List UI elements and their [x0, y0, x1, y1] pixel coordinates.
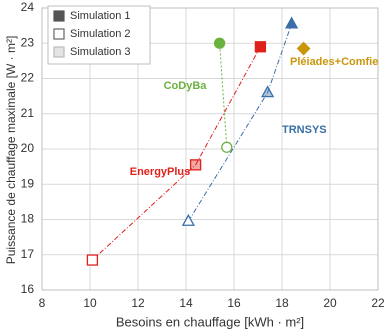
point: [86, 254, 99, 266]
x-axis-label: Besoins en chauffage [kWh · m²]: [116, 314, 304, 329]
y-tick-label: 22: [21, 71, 35, 85]
legend-swatch: [53, 46, 65, 58]
legend-label: Simulation 2: [70, 28, 131, 40]
point: [213, 37, 226, 49]
point: [189, 159, 202, 171]
legend-swatch: [53, 10, 65, 22]
point: [296, 41, 311, 56]
x-tick-label: 20: [323, 296, 337, 310]
y-tick-label: 21: [21, 106, 35, 120]
x-tick-label: 18: [275, 296, 289, 310]
x-tick-label: 14: [179, 296, 193, 310]
point: [254, 41, 267, 53]
legend-swatch: [53, 28, 65, 40]
y-tick-label: 23: [21, 35, 35, 49]
y-tick-label: 19: [21, 176, 35, 190]
x-tick-label: 8: [39, 296, 46, 310]
legend-box: [47, 5, 151, 65]
point: [285, 16, 299, 29]
y-axis-label: Puissance de chauffage maximale [W · m²]: [4, 36, 18, 265]
connector: [195, 46, 261, 166]
series-label: TRNSYS: [282, 124, 327, 136]
y-tick-label: 18: [21, 212, 35, 226]
series-label: EnergyPlus: [130, 166, 191, 178]
connector: [219, 43, 228, 148]
x-tick-label: 16: [227, 296, 241, 310]
connector: [92, 164, 196, 261]
y-tick-label: 24: [21, 0, 35, 14]
plot-frame: [41, 7, 379, 291]
y-tick-label: 20: [21, 141, 35, 155]
x-tick-label: 22: [371, 296, 385, 310]
x-tick-label: 12: [131, 296, 145, 310]
point: [261, 85, 275, 98]
legend-label: Simulation 1: [70, 10, 131, 22]
series-label: Pléiades+Comfie: [290, 56, 378, 68]
y-tick-label: 17: [21, 247, 35, 261]
y-tick-label: 16: [21, 282, 35, 296]
connector: [187, 92, 269, 222]
x-tick-label: 10: [83, 296, 97, 310]
connector: [267, 23, 293, 93]
point: [181, 213, 195, 226]
point: [221, 141, 233, 153]
series-label: CoDyBa: [164, 80, 208, 92]
legend-label: Simulation 3: [70, 46, 131, 58]
